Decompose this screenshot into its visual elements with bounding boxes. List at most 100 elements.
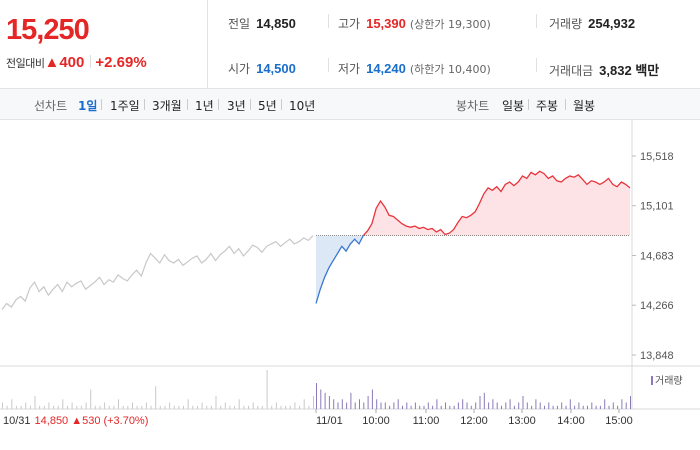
volume-bar [397,399,399,410]
stat-value: 15,390 [366,16,406,31]
price-chart[interactable]: 15,518 15,101 14,683 14,266 13,848 11/01 10:0… [0,120,700,450]
volume-bar [363,402,365,409]
divider [536,14,537,28]
volume-bar [423,405,425,410]
volume-bar-prev [20,405,22,410]
volume-bar [328,396,330,409]
volume-bar [612,402,614,409]
candle-daily[interactable]: 일봉 [502,99,525,113]
volume-bar-prev [34,396,36,409]
volume-bar [591,402,593,409]
volume-bar [578,402,580,409]
period-3m[interactable]: 3개월 [152,99,182,113]
stat-volume: 거래량 254,932 [549,15,635,32]
period-3y[interactable]: 3년 [227,99,246,113]
volume-bar [316,383,317,409]
stat-value: 254,932 [588,16,636,31]
volume-bar-prev [113,405,115,410]
stat-label: 거래대금 [549,64,594,78]
previous-day-line [1,235,314,310]
volume-bar [531,405,533,410]
y-tick-label: 14,683 [640,251,674,263]
volume-bar-prev [127,405,129,410]
volume-bar-prev [57,405,59,410]
price-summary: 15,250 전일대비▲400 +2.69% [0,0,208,89]
volume-bar [608,405,610,410]
volume-bar [402,405,403,410]
stat-prev-close: 전일 14,850 [228,15,296,32]
volume-bar [552,405,554,410]
volume-bar [371,389,373,409]
volume-bar [569,399,571,410]
current-price: 15,250 [6,14,90,46]
volume-bar [582,405,584,410]
volume-bar [337,402,339,409]
volume-bar [501,405,502,410]
change-rate: +2.69% [95,54,147,71]
divider [281,99,282,110]
volume-bar-prev [271,405,273,410]
volume-bar-prev [248,405,249,410]
up-arrow-icon: ▲ [71,415,83,427]
volume-bar-prev [132,402,133,409]
volume-bar-prev [169,402,171,409]
volume-bar-prev [53,405,55,410]
volume-bar [526,402,528,409]
volume-bar-prev [220,405,222,410]
candle-weekly[interactable]: 주봉 [536,99,559,113]
stat-high: 고가 15,390 (상한가 19,300) [338,15,491,32]
y-tick-label: 15,518 [640,151,674,163]
period-10y[interactable]: 10년 [289,99,316,113]
volume-bar [561,402,563,409]
volume-bar-prev [261,405,263,410]
volume-bar-prev [62,399,64,410]
price-change-row: 전일대비▲400 +2.69% [6,54,147,71]
divider [565,99,566,110]
period-1w[interactable]: 1주일 [110,99,140,113]
volume-bar [350,392,352,410]
volume-bar [518,402,520,409]
volume-bar [440,405,442,410]
volume-bar [548,402,550,409]
volume-bar-prev [183,405,184,410]
volume-bar [384,402,386,409]
volume-bar-prev [178,405,180,410]
volume-bar-prev [192,405,194,410]
stat-label: 저가 [338,62,361,76]
up-arrow-icon: ▲ [44,54,60,71]
volume-bar [419,405,421,410]
volume-bar-prev [15,405,17,410]
volume-bar-prev [118,399,119,410]
volume-bar-prev [6,405,8,410]
volume-bar [535,399,537,410]
volume-bar [630,396,631,409]
volume-bar [453,405,455,410]
volume-bar [380,402,382,409]
period-1y[interactable]: 1년 [195,99,214,113]
period-1d[interactable]: 1일 [78,99,98,113]
y-tick-label: 15,101 [640,201,674,213]
candle-monthly[interactable]: 월봉 [573,99,596,113]
stat-label: 거래량 [549,17,583,31]
volume-bar [346,402,348,409]
volume-bar-prev [252,402,254,409]
volume-bar-prev [224,402,226,409]
period-5y[interactable]: 5년 [258,99,277,113]
x-tick-label: 11:00 [413,415,440,427]
volume-bar [475,402,477,409]
volume-bar-prev [71,402,73,409]
volume-bar-prev [145,402,147,409]
volume-bar [410,405,412,410]
volume-bar-prev [257,405,259,410]
volume-bar-prev [229,405,231,410]
volume-bar [479,396,481,409]
volume-bar [320,389,322,409]
volume-bar-prev [275,402,277,409]
volume-bar-prev [215,396,217,409]
volume-bar-prev [90,389,92,409]
stat-amount: 거래대금 3,832 백만 [549,60,659,79]
volume-bar [389,405,391,410]
volume-bar [565,405,567,410]
x-tick-label: 11/01 [316,415,343,427]
prev-price: 14,850 [34,415,69,427]
